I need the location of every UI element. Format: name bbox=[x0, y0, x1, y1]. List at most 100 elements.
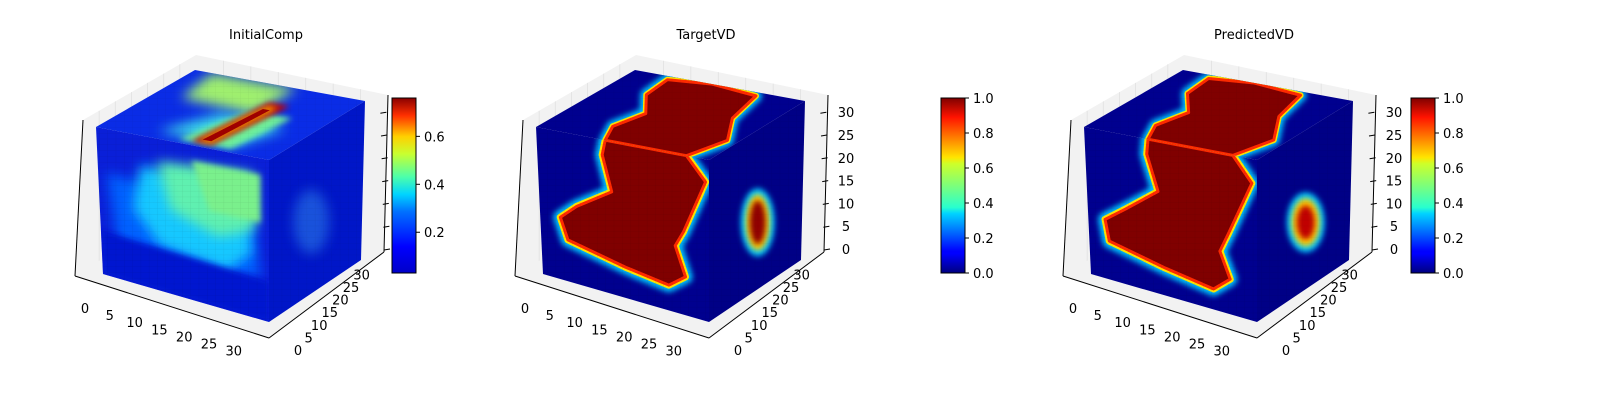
x-tick-label: 10 bbox=[126, 316, 143, 331]
y-tick-label: 15 bbox=[322, 306, 339, 321]
x-tick-label: 30 bbox=[1214, 345, 1231, 360]
x-tick-label: 15 bbox=[1139, 323, 1156, 338]
voxel-grid bbox=[1257, 101, 1353, 322]
z-tick-label: 25 bbox=[838, 129, 855, 144]
x-tick-label: 25 bbox=[201, 338, 218, 353]
z-tick-label: 5 bbox=[842, 220, 850, 235]
z-tick-label: 0 bbox=[842, 243, 850, 258]
voxel-cube bbox=[536, 70, 805, 322]
x-tick-label: 5 bbox=[1094, 309, 1102, 324]
y-tick-label: 5 bbox=[744, 331, 752, 346]
colorbar-tick-label: 0.0 bbox=[973, 267, 994, 282]
y-tick-label: 30 bbox=[1341, 268, 1358, 283]
y-tick-label: 5 bbox=[1292, 331, 1300, 346]
y-axis-line bbox=[1256, 251, 1373, 339]
colorbar-tick-label: 0.4 bbox=[973, 197, 994, 212]
colorbar-tick-label: 1.0 bbox=[1443, 92, 1464, 107]
z-tick-mark bbox=[380, 111, 387, 114]
voxel-grid bbox=[269, 101, 365, 322]
x-tick-label: 5 bbox=[546, 309, 554, 324]
x-tick-label: 0 bbox=[81, 302, 89, 317]
colorbar-gradient bbox=[391, 97, 417, 274]
z-tick-mark bbox=[1369, 157, 1376, 160]
y-tick-label: 20 bbox=[1320, 294, 1337, 309]
colorbar-tick-label: 0.8 bbox=[1443, 127, 1464, 142]
z-tick-label: 25 bbox=[1386, 129, 1403, 144]
voxel-cube bbox=[1084, 70, 1353, 322]
x-tick-label: 15 bbox=[591, 323, 608, 338]
z-tick-label: 10 bbox=[838, 197, 855, 212]
y-tick-label: 10 bbox=[751, 319, 768, 334]
chart-panel-target: 0 5 10 15 20 25 30 051015202530051015202530Targ… bbox=[514, 28, 994, 360]
pane-edge bbox=[74, 119, 84, 277]
y-tick-label: 10 bbox=[1299, 319, 1316, 334]
colorbar: 0.2 0.4 0.6 bbox=[391, 97, 445, 274]
z-tick-mark bbox=[821, 157, 828, 160]
z-tick-mark bbox=[820, 111, 827, 114]
z-tick-mark bbox=[382, 202, 389, 205]
colorbar: 0.0 0.2 0.4 0.6 0.8 1.0 bbox=[1410, 92, 1464, 282]
x-axis-line bbox=[1062, 275, 1258, 339]
y-tick-label: 5 bbox=[304, 331, 312, 346]
colorbar-tick-label: 0.4 bbox=[424, 178, 445, 193]
z-tick-label: 0 bbox=[1390, 243, 1398, 258]
z-tick-mark bbox=[383, 248, 391, 251]
z-tick-label: 15 bbox=[838, 175, 855, 190]
y-tick-label: 15 bbox=[1310, 306, 1327, 321]
z-tick-mark bbox=[1368, 111, 1375, 114]
chart-title: PredictedVD bbox=[1214, 28, 1294, 43]
z-tick-mark bbox=[1371, 225, 1378, 228]
voxel-grid bbox=[96, 70, 365, 160]
colorbar-tick-label: 0.4 bbox=[1443, 197, 1464, 212]
z-tick-mark bbox=[1368, 134, 1376, 137]
z-tick-label: 30 bbox=[838, 106, 855, 121]
x-tick-label: 20 bbox=[616, 330, 633, 345]
x-tick-label: 25 bbox=[641, 338, 658, 353]
colorbar-gradient bbox=[1410, 97, 1436, 274]
chart-panel-predicted: 0 5 10 15 20 25 30 051015202530051015202530Pred… bbox=[1062, 28, 1464, 360]
z-axis-line bbox=[823, 94, 829, 253]
chart-title: InitialComp bbox=[229, 28, 303, 43]
z-tick-mark bbox=[383, 225, 390, 228]
chart-title: TargetVD bbox=[675, 28, 735, 43]
z-tick-mark bbox=[820, 134, 828, 137]
x-tick-label: 0 bbox=[521, 302, 529, 317]
z-tick-mark bbox=[380, 134, 388, 137]
y-tick-label: 0 bbox=[734, 344, 742, 359]
z-tick-mark bbox=[822, 180, 829, 183]
voxel-cube bbox=[96, 70, 365, 322]
colorbar-tick-label: 0.2 bbox=[973, 232, 994, 247]
colorbar-tick-label: 0.2 bbox=[1443, 232, 1464, 247]
z-axis-line bbox=[1371, 94, 1377, 253]
z-tick-label: 30 bbox=[1386, 106, 1403, 121]
z-tick-mark bbox=[1370, 180, 1377, 183]
y-tick-label: 25 bbox=[343, 281, 360, 296]
y-tick-label: 0 bbox=[294, 344, 302, 359]
colorbar-tick-label: 0.6 bbox=[973, 162, 994, 177]
x-tick-label: 10 bbox=[566, 316, 583, 331]
pane-edge bbox=[514, 119, 524, 277]
voxel-grid bbox=[1084, 70, 1353, 160]
voxel-grid bbox=[96, 127, 269, 322]
y-tick-label: 0 bbox=[1282, 344, 1290, 359]
colorbar-tick-label: 0.6 bbox=[1443, 162, 1464, 177]
x-tick-label: 15 bbox=[151, 323, 168, 338]
colorbar-tick-label: 0.6 bbox=[424, 130, 445, 145]
chart-panel-initial: 0 5 10 15 20 25 30 051015202530InitialComp0.20.… bbox=[74, 28, 445, 360]
z-tick-mark bbox=[381, 157, 388, 160]
z-tick-mark bbox=[823, 225, 830, 228]
y-tick-label: 15 bbox=[762, 306, 779, 321]
y-axis-line bbox=[708, 251, 825, 339]
colorbar-tick-label: 0.2 bbox=[424, 226, 445, 241]
z-tick-label: 20 bbox=[838, 152, 855, 167]
x-axis-line bbox=[514, 275, 710, 339]
colorbar-tick-label: 0.0 bbox=[1443, 267, 1464, 282]
y-tick-label: 30 bbox=[353, 268, 370, 283]
z-tick-mark bbox=[823, 248, 831, 251]
z-tick-label: 5 bbox=[1390, 220, 1398, 235]
y-tick-label: 25 bbox=[783, 281, 800, 296]
y-tick-label: 20 bbox=[332, 294, 349, 309]
